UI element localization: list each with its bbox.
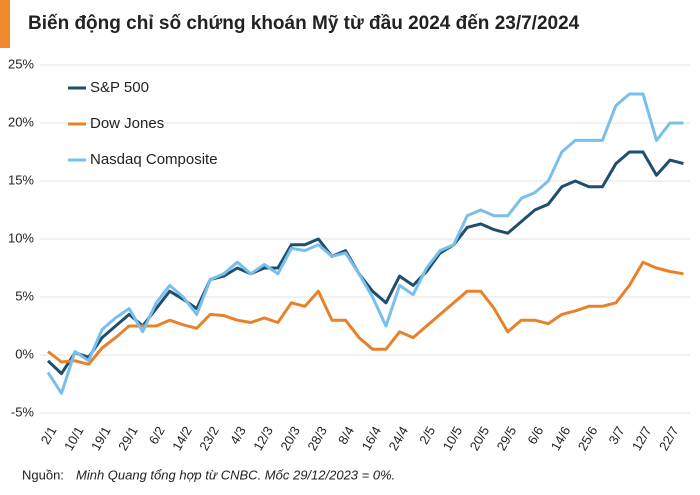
x-tick-label: 20/3 [277,424,303,453]
x-tick-label: 20/5 [467,424,493,453]
legend-label: Nasdaq Composite [90,151,218,168]
x-tick-label: 12/3 [250,424,276,453]
series-line [46,150,684,376]
y-tick-label: 20% [8,114,34,129]
x-tick-label: 29/5 [494,424,520,453]
x-tick-label: 12/7 [629,424,655,453]
y-tick-label: 15% [8,172,34,187]
x-tick-label: 2/1 [38,424,60,447]
x-tick-label: 6/6 [524,424,546,447]
x-tick-label: 10/1 [61,424,87,453]
x-tick-label: 14/2 [169,424,195,453]
x-tick-label: 28/3 [304,424,330,453]
y-tick-label: 5% [15,288,34,303]
x-tick-label: 10/5 [440,424,466,453]
x-tick-label: 25/6 [575,424,601,453]
series-line [47,260,684,366]
x-tick-label: 24/4 [385,424,411,453]
note-label: Nguồn: [22,467,64,482]
title-accent [0,0,10,48]
x-tick-label: 19/1 [88,424,114,453]
x-tick-label: 4/3 [227,424,249,447]
x-tick-label: 3/7 [605,424,627,447]
y-tick-label: 0% [15,346,34,361]
legend-label: S&P 500 [90,79,149,96]
x-tick-label: 23/2 [196,424,222,453]
y-tick-label: -5% [11,404,35,419]
x-tick-label: 29/1 [115,424,141,453]
chart-title: Biến động chỉ số chứng khoán Mỹ từ đầu 2… [28,13,580,34]
x-tick-label: 22/7 [656,424,682,453]
note: Minh Quang tổng hợp từ CNBC. Mốc 29/12/2… [76,467,395,482]
x-tick-label: 6/2 [146,424,168,447]
y-tick-label: 25% [8,56,34,71]
series-line [46,92,684,395]
x-tick-label: 8/4 [335,424,357,447]
x-tick-label: 16/4 [358,424,384,453]
y-tick-label: 10% [8,230,34,245]
legend-label: Dow Jones [90,115,164,132]
x-tick-label: 2/5 [416,424,438,447]
x-tick-label: 14/6 [548,424,574,453]
